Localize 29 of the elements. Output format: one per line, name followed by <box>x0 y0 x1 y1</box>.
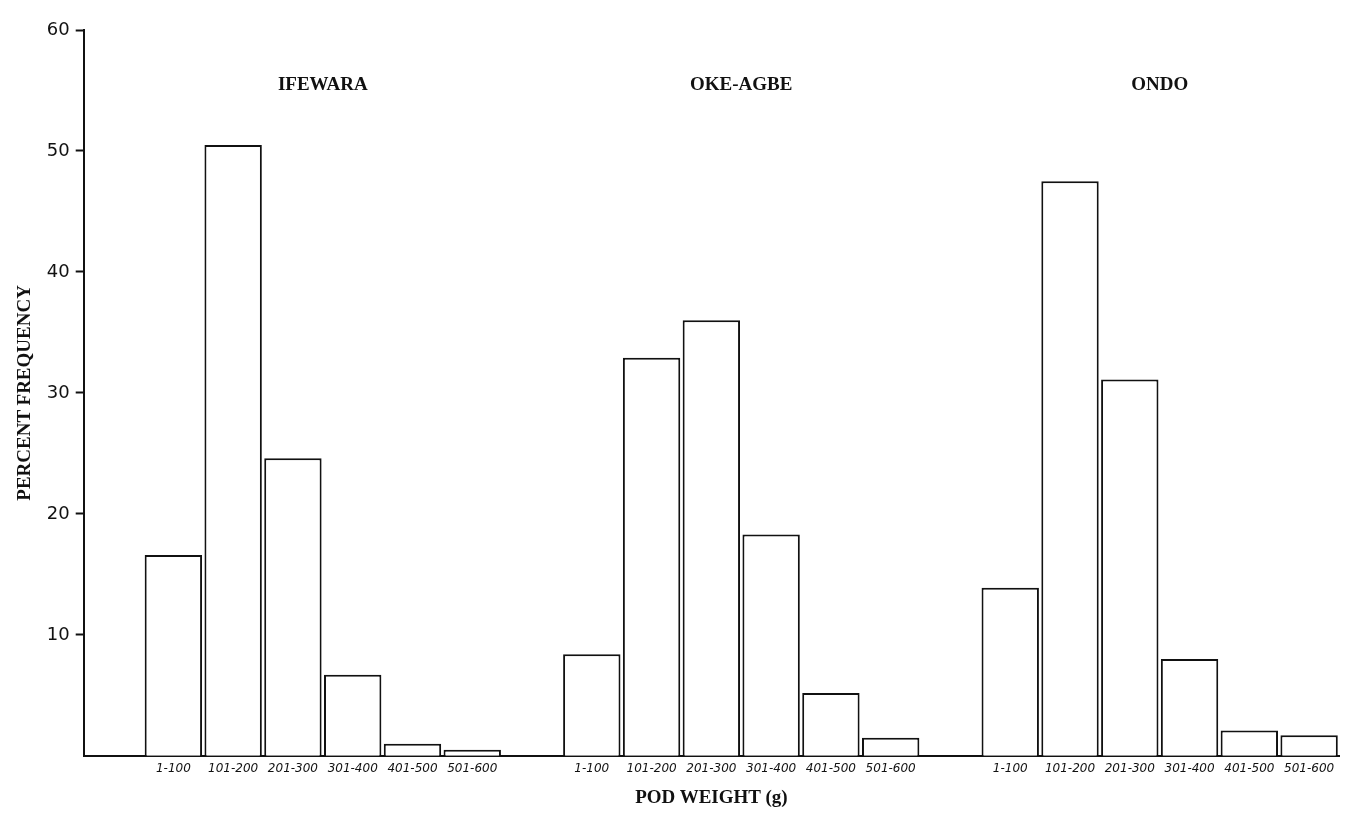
y-tick-label: 20 <box>46 501 70 523</box>
x-tick-label: 301-400 <box>1164 761 1215 776</box>
x-tick-label: 301-400 <box>327 761 379 776</box>
x-tick-label: 201-300 <box>1104 761 1156 776</box>
x-tick-label: 101-200 <box>1044 761 1096 776</box>
x-tick-label: 401-500 <box>387 761 438 776</box>
x-axis-title: POD WEIGHT (g) <box>635 785 788 808</box>
x-tick-label: 501-600 <box>865 761 917 776</box>
y-tick-label: 40 <box>46 259 70 281</box>
x-tick-label: 201-300 <box>686 761 737 776</box>
y-tick-label: 60 <box>46 17 70 39</box>
x-tick-label: 501-600 <box>1284 761 1335 776</box>
x-tick-label: 401-500 <box>805 761 857 776</box>
x-tick-label: 401-500 <box>1224 761 1275 776</box>
annotation: IFEWARA <box>277 72 368 94</box>
x-tick-label: 301-400 <box>746 761 797 776</box>
y-tick-label: 10 <box>46 622 70 644</box>
x-tick-label: 1-100 <box>992 761 1029 776</box>
x-tick-label: 101-200 <box>208 761 259 776</box>
x-tick-label: 1-100 <box>574 761 610 776</box>
y-tick-label: 30 <box>46 380 70 402</box>
x-tick-label: 101-200 <box>626 761 678 776</box>
x-tick-label: 501-600 <box>447 761 498 776</box>
x-tick-label: 1-100 <box>155 761 192 776</box>
x-tick-label: 201-300 <box>267 761 319 776</box>
y-axis-title: PERCENT FREQUENCY <box>13 284 35 501</box>
y-tick-label: 50 <box>46 138 70 160</box>
annotation: ONDO <box>1131 72 1189 94</box>
annotation: OKE-AGBE <box>690 72 793 94</box>
